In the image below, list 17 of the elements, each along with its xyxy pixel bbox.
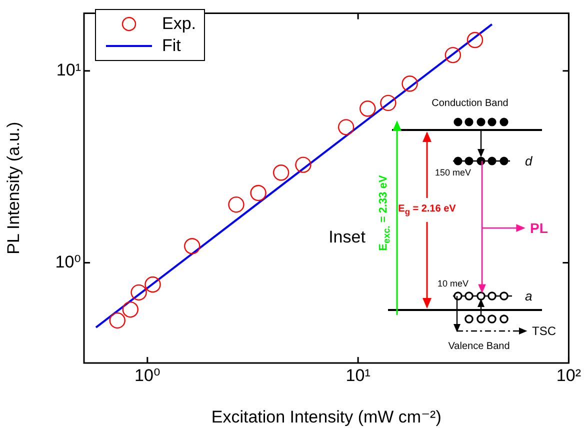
annotation: Conduction Band — [432, 98, 508, 109]
annotation: a — [525, 288, 532, 304]
x-tick-label: 10¹ — [346, 366, 371, 385]
annotation: PL — [530, 220, 548, 236]
annotation: d — [525, 154, 532, 168]
x-axis-title: Excitation Intensity (mW cm⁻²) — [211, 407, 442, 426]
annotation: 150 meV — [434, 168, 472, 178]
annotation: Inset — [328, 228, 366, 246]
legend-label: Exp. — [162, 14, 196, 34]
annotation: 10 meV — [437, 278, 469, 288]
annotation: TSC — [532, 324, 556, 338]
legend-label: Fit — [162, 36, 181, 56]
y-axis-title: PL Intensity (a.u.) — [4, 122, 23, 254]
annotation: E$_{g}$ = 2.16 eV — [398, 203, 456, 216]
x-tick-label: 10⁰ — [134, 366, 160, 385]
x-tick-label: 10² — [556, 366, 582, 385]
annotation: Valence Band — [448, 341, 510, 352]
